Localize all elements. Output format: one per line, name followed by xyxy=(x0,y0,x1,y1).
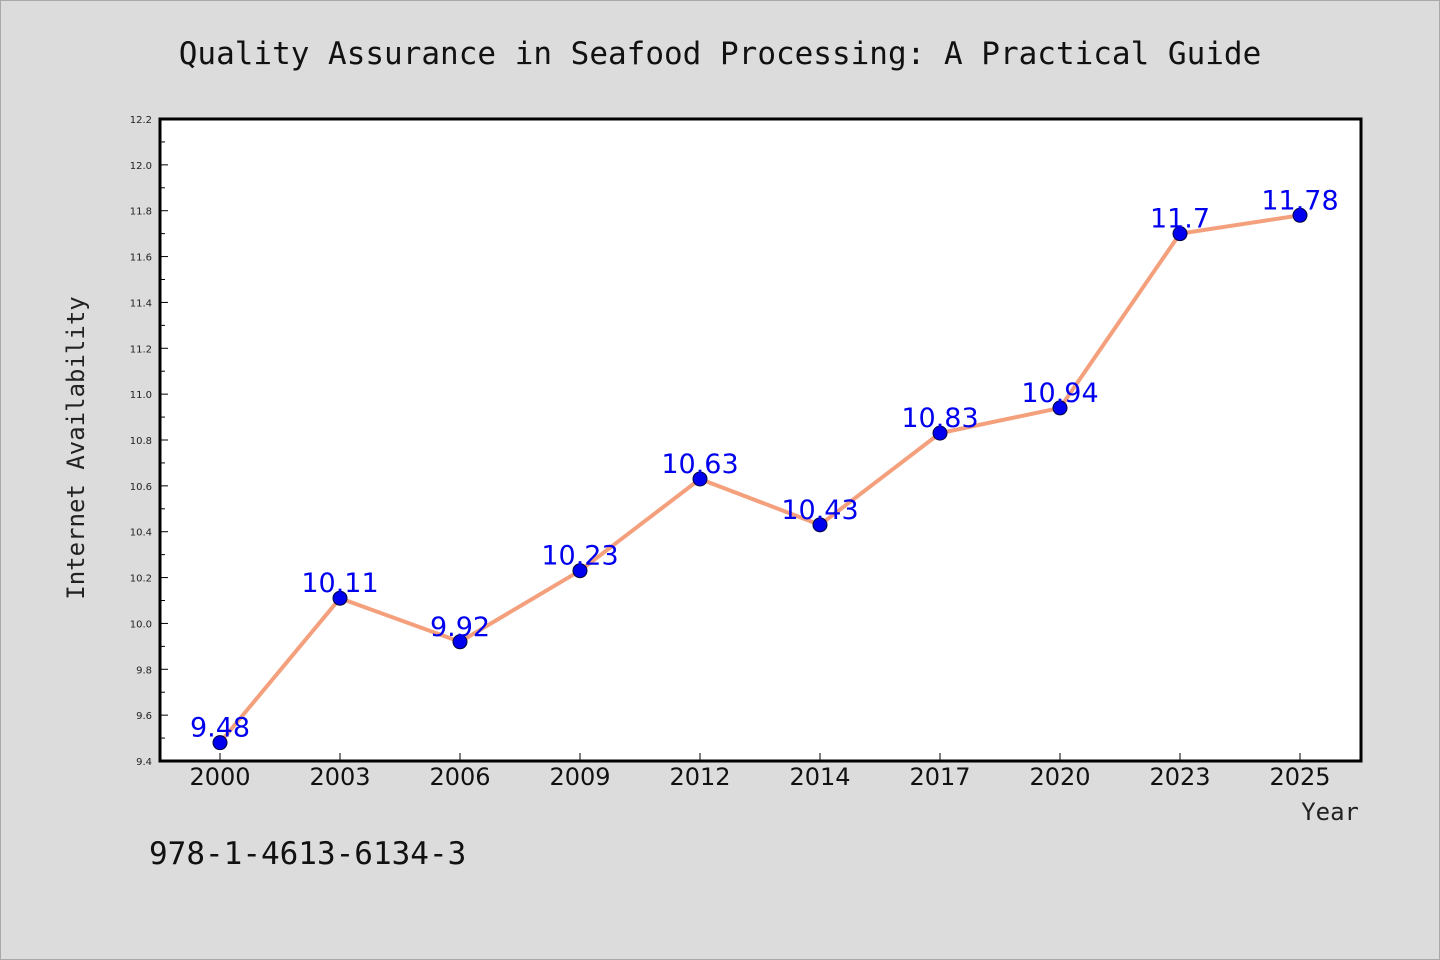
data-point xyxy=(932,425,948,441)
data-label: 9.92 xyxy=(430,612,490,643)
x-tick-label: 2000 xyxy=(189,763,250,791)
y-axis: 9.4 9.6 9.8 10.0 10.2 10.4 10.6 10.8 11.0 11.2 11.… xyxy=(130,115,168,768)
x-tick-label: 2025 xyxy=(1269,763,1330,791)
y-tick-label: 10.4 xyxy=(130,528,152,539)
y-tick-label: 9.6 xyxy=(136,711,152,722)
data-label: 10.11 xyxy=(301,568,378,599)
data-point xyxy=(1292,207,1308,223)
data-labels: 9.48 10.11 9.92 10.23 10.63 10.43 10.83 10.94 11… xyxy=(190,185,1339,743)
y-tick-label: 10.2 xyxy=(130,574,152,585)
y-tick-label: 9.4 xyxy=(136,757,152,768)
y-tick-label: 12.0 xyxy=(130,161,152,172)
data-point xyxy=(332,590,348,606)
plot-area xyxy=(158,117,1363,763)
y-tick-label: 11.2 xyxy=(130,344,152,355)
y-tick-label: 12.2 xyxy=(130,115,152,126)
data-label: 10.63 xyxy=(661,449,738,480)
x-axis-label: Year xyxy=(1301,798,1359,826)
y-tick-label: 10.6 xyxy=(130,482,152,493)
x-axis: 2000 2003 2006 2009 2012 2014 2017 2020 2023 2025 xyxy=(189,753,1331,791)
series-path xyxy=(218,213,1301,744)
x-tick-label: 2006 xyxy=(429,763,490,791)
data-point xyxy=(452,634,468,650)
y-tick-label: 11.0 xyxy=(130,390,152,401)
isbn-text: 978-1-4613-6134-3 xyxy=(149,836,466,872)
chart-title: Quality Assurance in Seafood Processing:… xyxy=(179,36,1262,72)
y-axis-label: Internet Availability xyxy=(62,296,90,599)
data-point xyxy=(212,735,228,751)
data-label: 11.7 xyxy=(1150,204,1210,235)
data-label: 11.78 xyxy=(1261,185,1338,216)
data-label: 10.43 xyxy=(781,495,858,526)
y-tick-label: 11.8 xyxy=(130,207,152,218)
y-tick-label: 11.6 xyxy=(130,253,152,264)
data-point xyxy=(572,563,588,579)
x-tick-label: 2012 xyxy=(669,763,730,791)
x-tick-label: 2023 xyxy=(1149,763,1210,791)
data-label: 10.23 xyxy=(541,541,618,572)
x-tick-label: 2003 xyxy=(309,763,370,791)
data-point xyxy=(692,471,708,487)
x-tick-label: 2017 xyxy=(909,763,970,791)
x-tick-label: 2020 xyxy=(1029,763,1090,791)
y-tick-label: 11.4 xyxy=(130,298,152,309)
y-tick-label: 9.8 xyxy=(136,665,152,676)
series-line xyxy=(212,207,1308,751)
data-label: 9.48 xyxy=(190,713,250,744)
data-label: 10.83 xyxy=(901,403,978,434)
data-point xyxy=(812,517,828,533)
data-point xyxy=(1052,400,1068,416)
data-label: 10.94 xyxy=(1021,378,1098,409)
x-tick-label: 2009 xyxy=(549,763,610,791)
y-tick-label: 10.8 xyxy=(130,436,152,447)
data-point xyxy=(1172,226,1188,242)
y-tick-label: 10.0 xyxy=(130,619,152,630)
x-tick-label: 2014 xyxy=(789,763,850,791)
